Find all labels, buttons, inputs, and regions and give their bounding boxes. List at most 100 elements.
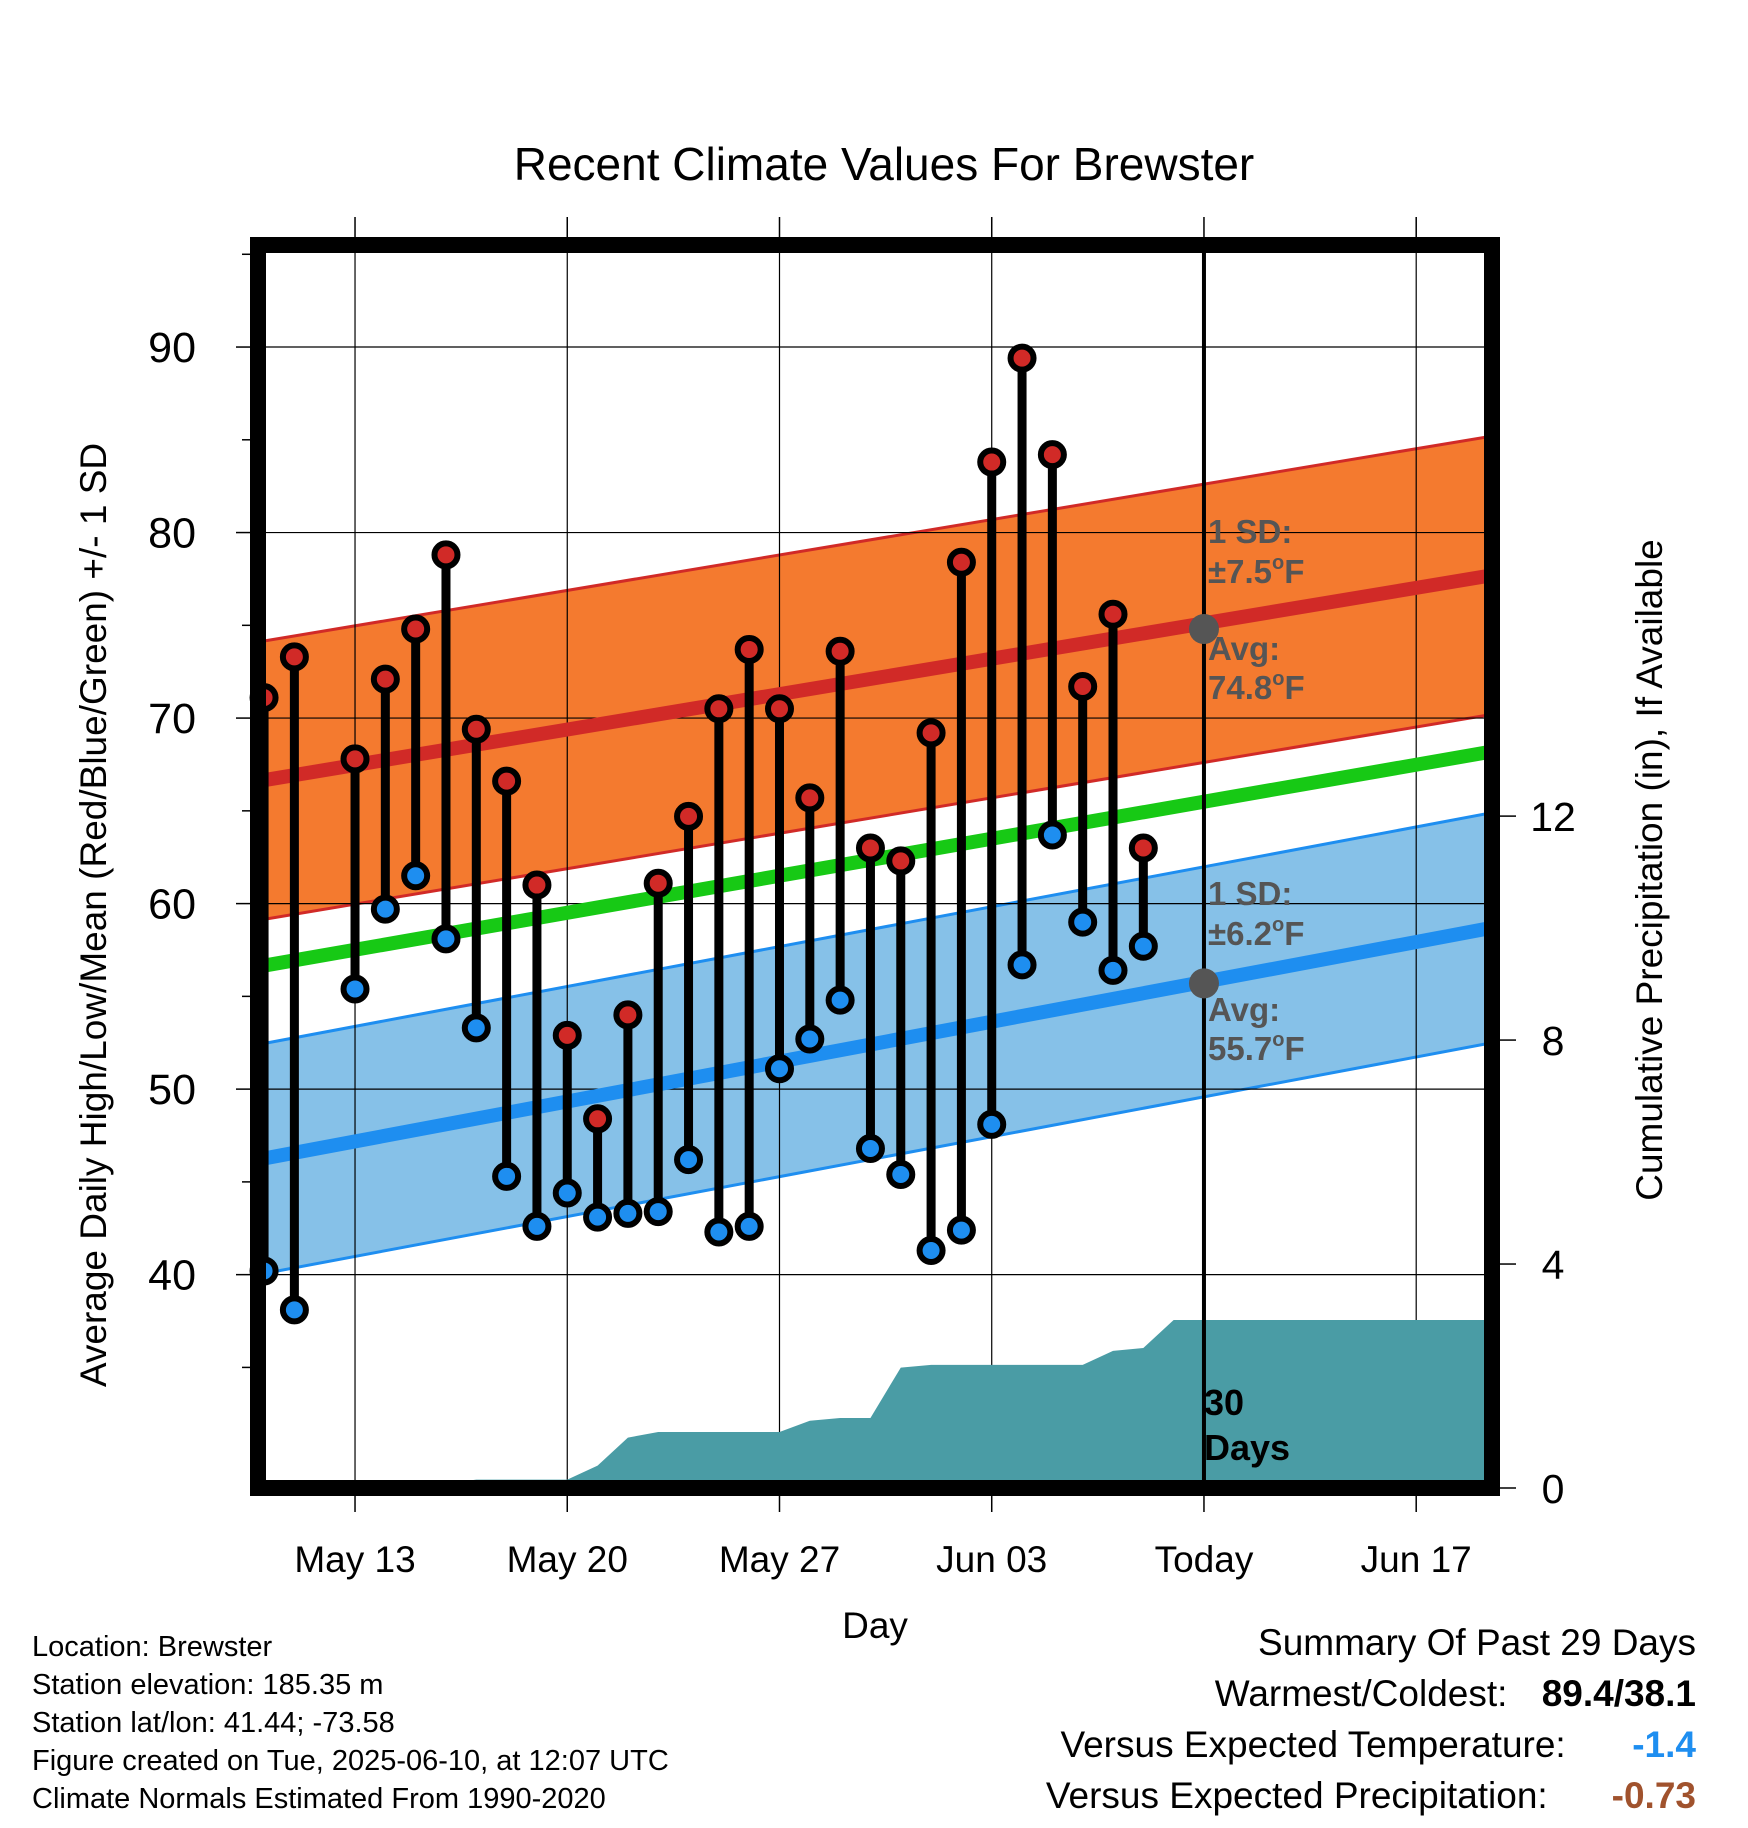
summary-precip-value: -0.73 [1611, 1775, 1696, 1816]
station-info: Location: Brewster Station elevation: 18… [32, 1628, 669, 1818]
low-point [1037, 820, 1067, 850]
x-tick-label: Jun 17 [1361, 1539, 1472, 1580]
low-point [552, 1178, 582, 1208]
summary-warm-cold: Warmest/Coldest: 89.4/38.1 [1046, 1673, 1696, 1715]
y-tick-label: 90 [148, 324, 196, 372]
high-point [1037, 440, 1067, 470]
y2-axis-label: Cumulative Precipitation (in), If Availa… [1629, 539, 1670, 1201]
annotations: 1 SD: ±7.5oF Avg: 74.8oF 1 SD: ±6.2oF Av… [1204, 513, 1305, 1468]
y-tick-label: 60 [148, 881, 196, 929]
y-tick-label: 40 [148, 1252, 196, 1300]
high-point [1098, 599, 1128, 629]
high-point [855, 833, 885, 863]
today-line [1188, 245, 1219, 1488]
info-created: Figure created on Tue, 2025-06-10, at 12… [32, 1745, 669, 1777]
y-tick-label: 70 [148, 695, 196, 743]
low-point [279, 1295, 309, 1325]
high-point [916, 718, 946, 748]
low-point [825, 985, 855, 1015]
low-point [704, 1217, 734, 1247]
y-axis-label: Average Daily High/Low/Mean (Red/Blue/Gr… [73, 443, 114, 1387]
high-point [734, 634, 764, 664]
info-elevation: Station elevation: 185.35 m [32, 1669, 384, 1701]
low-point [613, 1198, 643, 1228]
high-point [764, 694, 794, 724]
high-point [552, 1020, 582, 1050]
low-point [643, 1197, 673, 1227]
high-point [1128, 833, 1158, 863]
plot-frame [250, 237, 1500, 1496]
window-unit: Days [1204, 1427, 1290, 1468]
x-tick-label: May 27 [719, 1539, 840, 1580]
low-point [461, 1013, 491, 1043]
x-tick-label: Today [1155, 1539, 1254, 1580]
high-point [977, 447, 1007, 477]
high-avg-label: Avg: [1208, 630, 1280, 667]
high-point [431, 540, 461, 570]
high-avg-value: 74.8oF [1208, 668, 1305, 706]
window-count: 30 [1204, 1382, 1244, 1423]
y2-tick-label: 0 [1542, 1466, 1565, 1512]
high-point [795, 783, 825, 813]
summary-title: Summary Of Past 29 Days [1258, 1622, 1696, 1663]
high-sd-label: 1 SD: [1208, 513, 1292, 550]
high-point [643, 868, 673, 898]
summary-warm-cold-value: 89.4/38.1 [1541, 1673, 1696, 1714]
low-point [1007, 950, 1037, 980]
summary-temp: Versus Expected Temperature: -1.4 [1046, 1724, 1696, 1766]
low-point [855, 1133, 885, 1163]
normal-high-line [256, 568, 1494, 789]
y2-tick-label: 12 [1530, 794, 1576, 840]
summary-temp-value: -1.4 [1632, 1724, 1696, 1765]
high-point [1068, 672, 1098, 702]
high-point [492, 766, 522, 796]
low-point [1098, 955, 1128, 985]
high-sd-value: ±7.5oF [1208, 552, 1304, 590]
y-tick-label: 80 [148, 510, 196, 558]
low-avg-label: Avg: [1208, 991, 1280, 1028]
low-point [734, 1211, 764, 1241]
high-point [886, 846, 916, 876]
info-latlon: Station lat/lon: 41.44; -73.58 [32, 1707, 395, 1739]
high-point [279, 642, 309, 672]
axes: 40 50 60 70 80 90 0 4 8 12 May 13 May 20 May 27 Jun 0… [148, 217, 1576, 1580]
low-point [916, 1236, 946, 1266]
today-low-avg-dot [1188, 968, 1219, 999]
x-tick-label: Jun 03 [936, 1539, 1047, 1580]
y-tick-label: 50 [148, 1066, 196, 1114]
high-point [340, 744, 370, 774]
low-point [1068, 907, 1098, 937]
high-point [674, 801, 704, 831]
low-point [977, 1109, 1007, 1139]
low-point [431, 924, 461, 954]
high-point [704, 694, 734, 724]
summary-precip-label: Versus Expected Precipitation: [1045, 1775, 1548, 1816]
low-point [946, 1215, 976, 1245]
low-sd-value: ±6.2oF [1208, 914, 1304, 952]
summary-temp-label: Versus Expected Temperature: [1060, 1724, 1566, 1765]
low-avg-value: 55.7oF [1208, 1029, 1305, 1067]
summary-precip: Versus Expected Precipitation: -0.73 [1046, 1775, 1696, 1817]
low-sd-label: 1 SD: [1208, 875, 1292, 912]
normal-low-line [256, 920, 1494, 1167]
chart-title: Recent Climate Values For Brewster [514, 138, 1255, 190]
x-axis-label: Day [842, 1605, 908, 1646]
low-point [370, 894, 400, 924]
high-point [613, 1000, 643, 1030]
daily-range-stems [259, 358, 1148, 1310]
high-point [946, 547, 976, 577]
summary-panel: Summary Of Past 29 Days Warmest/Coldest:… [1046, 1622, 1696, 1817]
low-point [583, 1202, 613, 1232]
high-point [583, 1104, 613, 1134]
high-point [1007, 343, 1037, 373]
high-point [401, 614, 431, 644]
y2-tick-label: 4 [1542, 1242, 1565, 1288]
low-point [674, 1145, 704, 1175]
high-point [825, 636, 855, 666]
low-point [340, 974, 370, 1004]
high-point [522, 870, 552, 900]
low-point [492, 1161, 522, 1191]
high-point [370, 664, 400, 694]
today-high-avg-dot [1188, 614, 1219, 645]
